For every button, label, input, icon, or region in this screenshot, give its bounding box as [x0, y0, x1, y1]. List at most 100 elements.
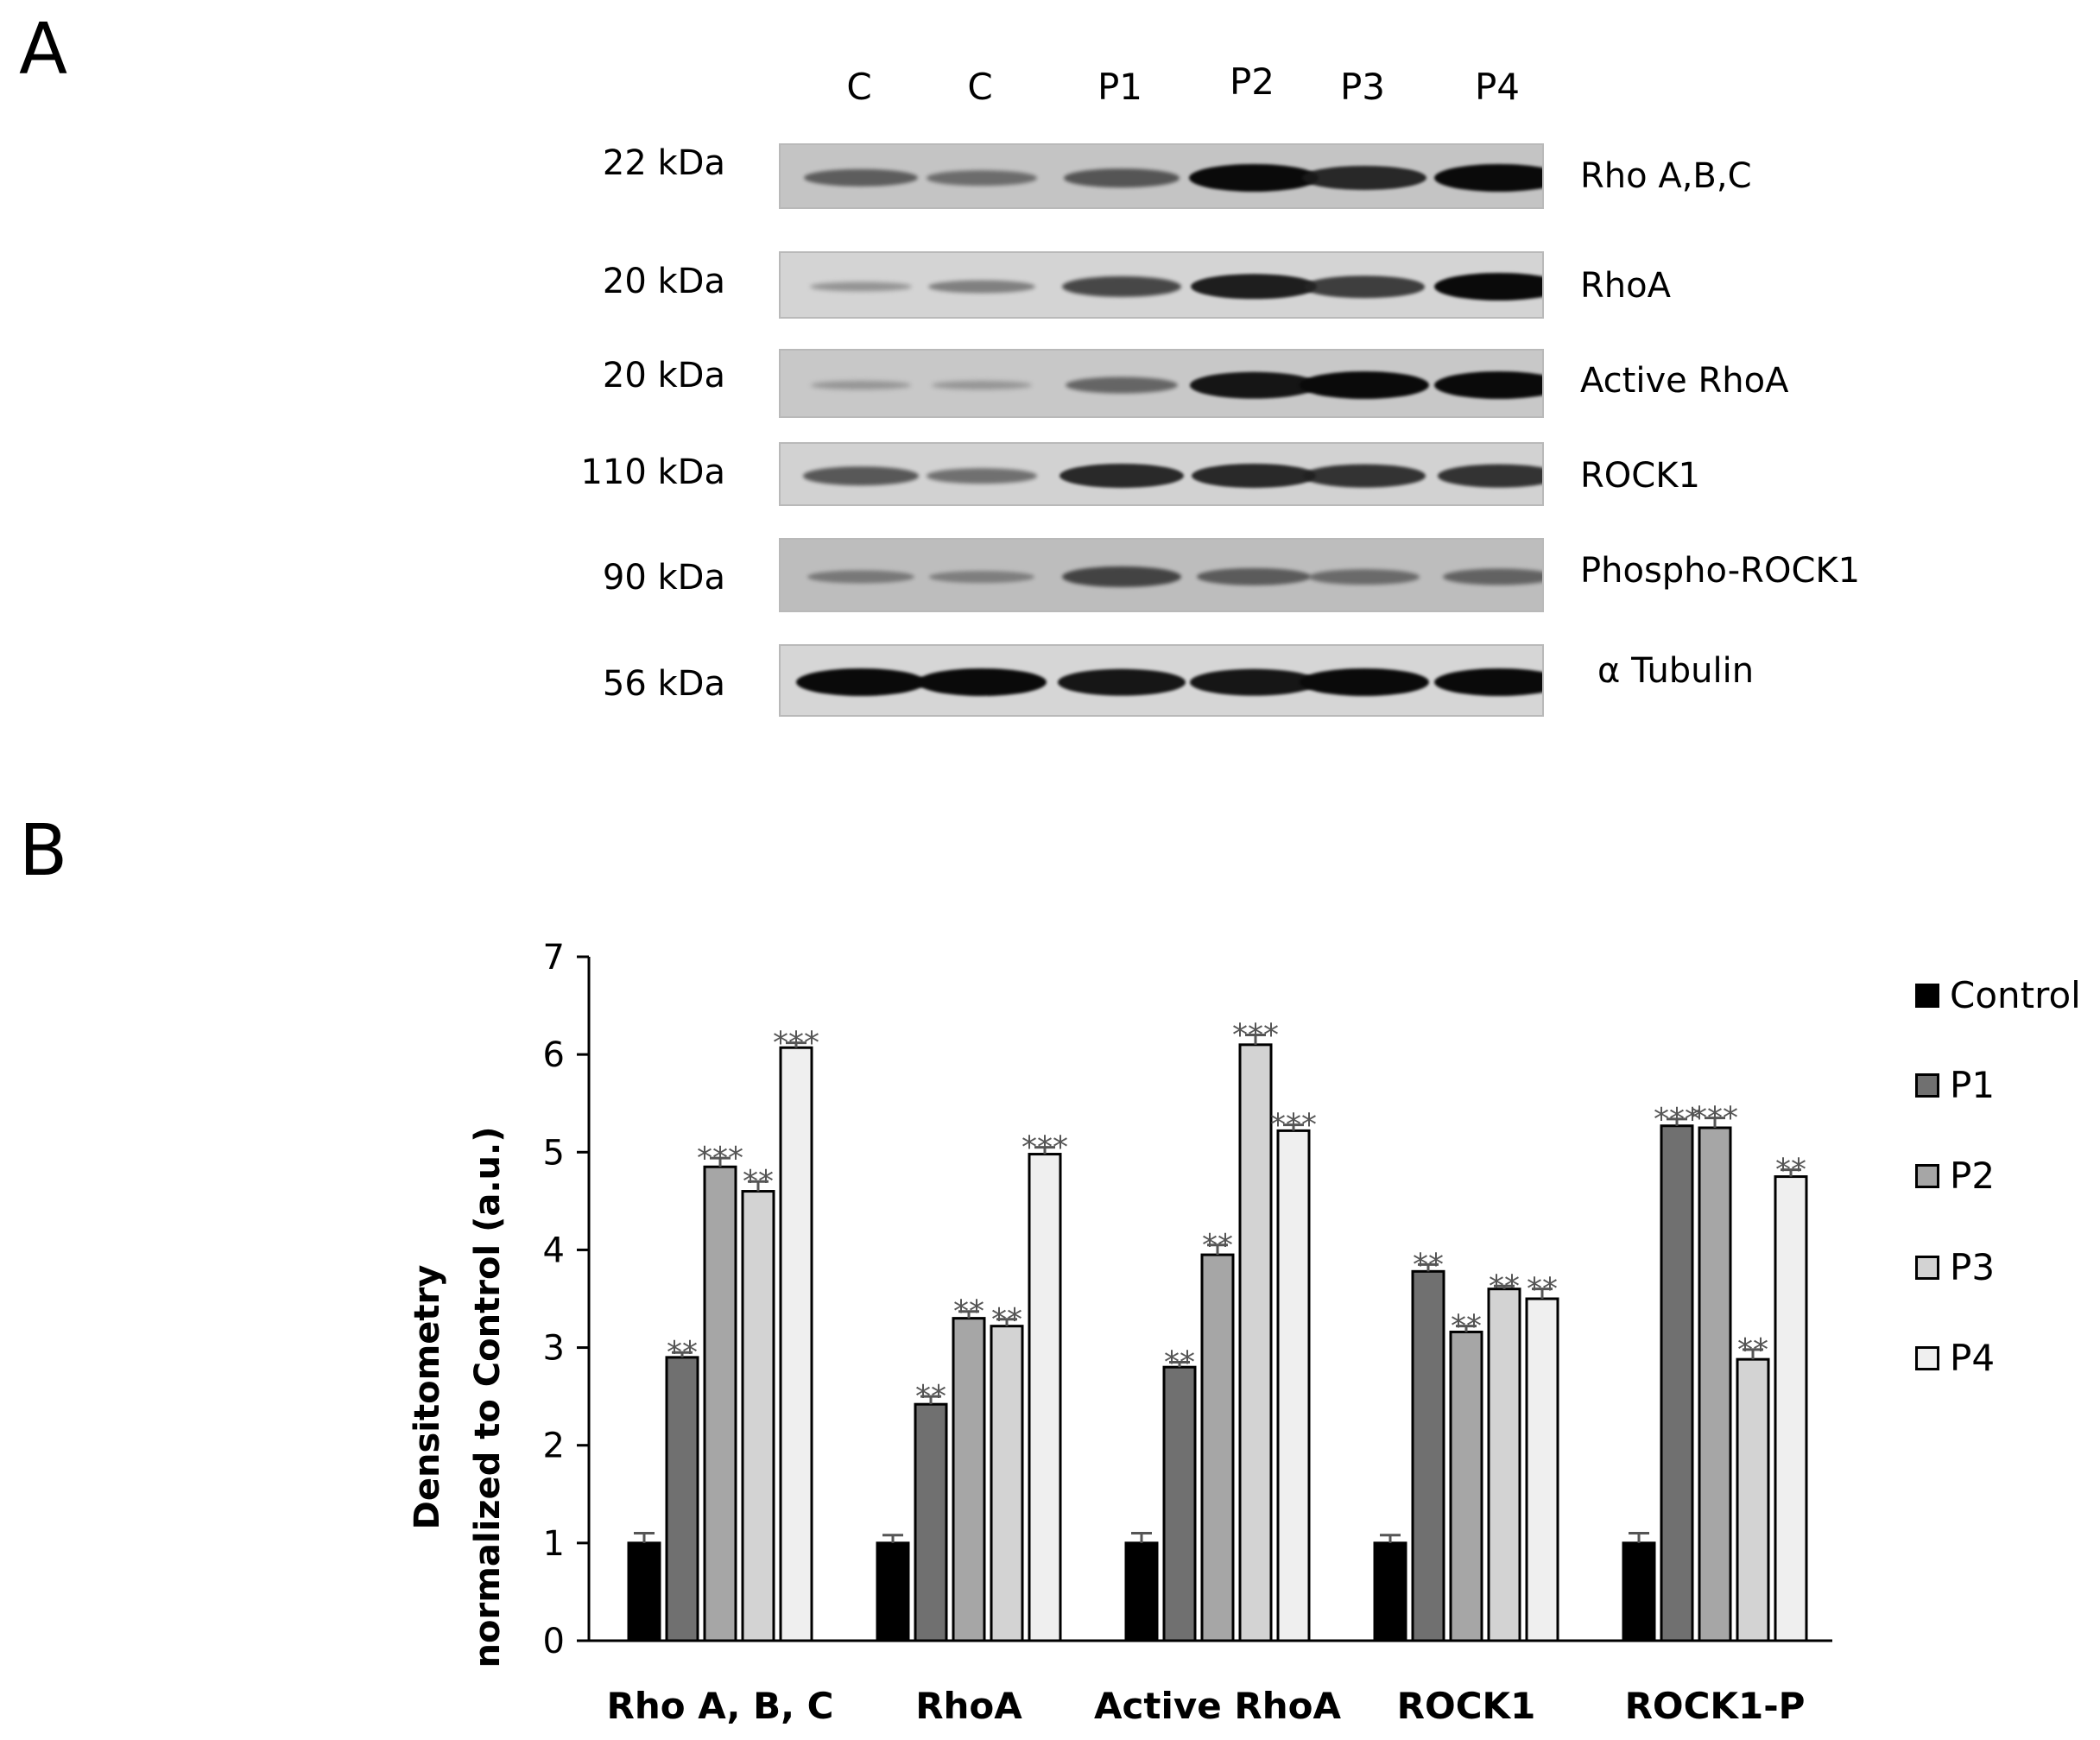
bar: [1028, 1153, 1062, 1642]
protein-band: [1191, 274, 1317, 300]
y-axis-label-line1: Densitometry: [408, 1265, 447, 1530]
significance-label: ***: [1270, 1108, 1317, 1143]
significance-label: **: [1413, 1247, 1444, 1282]
protein-band: [1058, 668, 1186, 696]
blot-strip: [779, 644, 1544, 717]
bar: [914, 1402, 948, 1642]
protein-band: [1062, 566, 1181, 588]
lane-label: P1: [1097, 66, 1143, 108]
molecular-weight-label: 20 kDa: [602, 262, 725, 301]
category-label: Active RhoA: [1094, 1685, 1341, 1727]
bar: [741, 1190, 775, 1642]
protein-band: [928, 280, 1035, 294]
protein-label: RhoA: [1580, 266, 1671, 306]
bar: [665, 1356, 699, 1642]
y-tick-label: 0: [543, 1622, 565, 1661]
protein-band: [1434, 164, 1542, 192]
lane-label: P3: [1339, 66, 1386, 108]
legend-item: P4: [1915, 1337, 1995, 1379]
protein-band: [929, 571, 1034, 583]
lane-label: C: [967, 66, 993, 108]
y-tick-label: 4: [543, 1231, 565, 1270]
legend-label: P3: [1950, 1246, 1996, 1288]
protein-band: [927, 170, 1037, 186]
legend-label: P4: [1950, 1337, 1996, 1379]
y-tick-label: 5: [543, 1133, 565, 1173]
protein-band: [1309, 569, 1420, 585]
protein-band: [1190, 371, 1318, 399]
protein-band: [796, 668, 926, 696]
bar: [1124, 1541, 1159, 1642]
protein-band: [1438, 464, 1542, 488]
protein-band: [804, 168, 918, 187]
molecular-weight-label: 20 kDa: [602, 356, 725, 395]
protein-band: [1434, 273, 1542, 301]
protein-band: [803, 466, 919, 485]
blot-strip: [779, 251, 1544, 319]
blot-strip: [779, 349, 1544, 418]
molecular-weight-label: 110 kDa: [580, 452, 725, 492]
protein-band: [811, 381, 911, 389]
category-label: ROCK1-P: [1625, 1685, 1806, 1727]
protein-band: [1443, 568, 1542, 585]
y-tick-label: 7: [543, 938, 565, 978]
y-tick-label: 2: [543, 1427, 565, 1466]
bar: [1276, 1129, 1311, 1642]
significance-label: **: [915, 1379, 946, 1414]
molecular-weight-label: 90 kDa: [602, 558, 725, 598]
significance-label: **: [1202, 1228, 1233, 1263]
legend-label: P2: [1950, 1155, 1996, 1197]
bar: [1487, 1288, 1521, 1642]
bar: [1698, 1126, 1732, 1642]
panel-label-b: B: [19, 810, 68, 892]
protein-band: [1197, 567, 1311, 586]
legend-swatch: [1915, 1345, 1939, 1370]
protein-band: [1304, 275, 1425, 298]
molecular-weight-label: 56 kDa: [602, 664, 725, 704]
bar: [876, 1541, 910, 1642]
protein-band: [1064, 168, 1180, 187]
significance-label: **: [1489, 1269, 1520, 1304]
significance-label: **: [1451, 1309, 1482, 1345]
protein-band: [1434, 668, 1542, 696]
legend-item: P1: [1915, 1064, 1995, 1106]
bar: [1238, 1043, 1273, 1642]
blot-strip: [779, 538, 1544, 612]
protein-band: [1062, 275, 1181, 298]
significance-label: **: [953, 1294, 984, 1330]
protein-band: [1303, 464, 1426, 488]
bar: [1162, 1365, 1197, 1642]
protein-label: Rho A,B,C: [1580, 156, 1752, 196]
bar: [1411, 1269, 1445, 1642]
bar: [779, 1046, 813, 1642]
bar: [703, 1165, 737, 1642]
category-label: Rho A, B, C: [607, 1685, 834, 1727]
protein-band: [1189, 164, 1319, 192]
legend-swatch: [1915, 1255, 1939, 1280]
blot-strip: [779, 143, 1544, 209]
protein-label: α Tubulin: [1597, 651, 1755, 691]
legend-label: Control: [1950, 974, 2081, 1016]
legend-swatch: [1915, 983, 1939, 1008]
y-tick-label: 3: [543, 1329, 565, 1369]
bar: [1622, 1541, 1656, 1642]
legend-swatch: [1915, 1163, 1939, 1188]
protein-band: [917, 668, 1047, 696]
significance-label: ***: [697, 1141, 743, 1176]
blot-strip: [779, 442, 1544, 506]
y-tick-label: 6: [543, 1035, 565, 1075]
protein-band: [1302, 165, 1426, 191]
bar: [1736, 1357, 1770, 1642]
significance-label: **: [1775, 1153, 1806, 1188]
protein-band: [1434, 371, 1542, 399]
panel-label-a: A: [19, 9, 68, 91]
significance-label: ***: [1654, 1102, 1700, 1137]
protein-band: [1059, 463, 1184, 489]
bar: [990, 1325, 1024, 1642]
legend-swatch: [1915, 1072, 1939, 1098]
category-label: ROCK1: [1397, 1685, 1536, 1727]
bar: [1200, 1253, 1235, 1642]
legend-item: Control: [1915, 974, 2081, 1016]
bar: [1373, 1541, 1407, 1642]
